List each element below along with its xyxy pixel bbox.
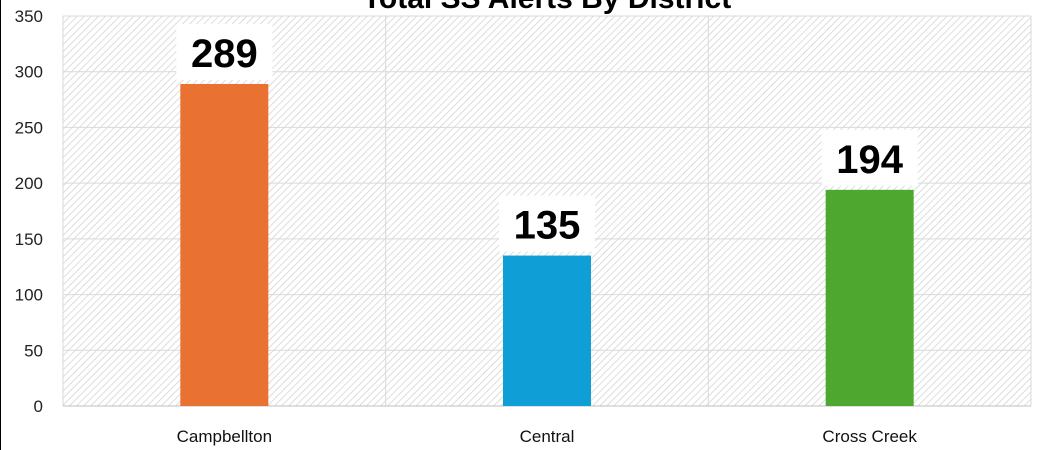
data-label: 194 xyxy=(836,138,903,182)
data-label-background xyxy=(499,195,595,252)
y-tick-label: 350 xyxy=(15,7,43,26)
bar-layer xyxy=(180,83,914,406)
bar-central xyxy=(503,255,591,406)
data-label: 135 xyxy=(514,204,581,248)
y-tick-label: 200 xyxy=(15,174,43,193)
x-tick-label: Central xyxy=(520,427,575,446)
y-tick-label: 100 xyxy=(15,286,43,305)
bar-cross-creek xyxy=(825,189,914,406)
bar-campbellton xyxy=(180,83,269,406)
y-tick-label: 0 xyxy=(34,397,43,416)
chart-title: Total SS Alerts By District xyxy=(363,0,731,15)
data-label-background xyxy=(176,23,273,80)
x-tick-label: Cross Creek xyxy=(822,427,917,446)
x-tick-label: Campbellton xyxy=(177,427,272,446)
data-label: 289 xyxy=(191,32,258,76)
y-tick-label: 50 xyxy=(24,341,43,360)
data-label-background xyxy=(821,129,918,186)
y-tick-label: 300 xyxy=(15,63,43,82)
label-layer: 289 135 194 xyxy=(176,23,918,252)
y-tick-label: 250 xyxy=(15,118,43,137)
y-tick-label: 150 xyxy=(15,230,43,249)
